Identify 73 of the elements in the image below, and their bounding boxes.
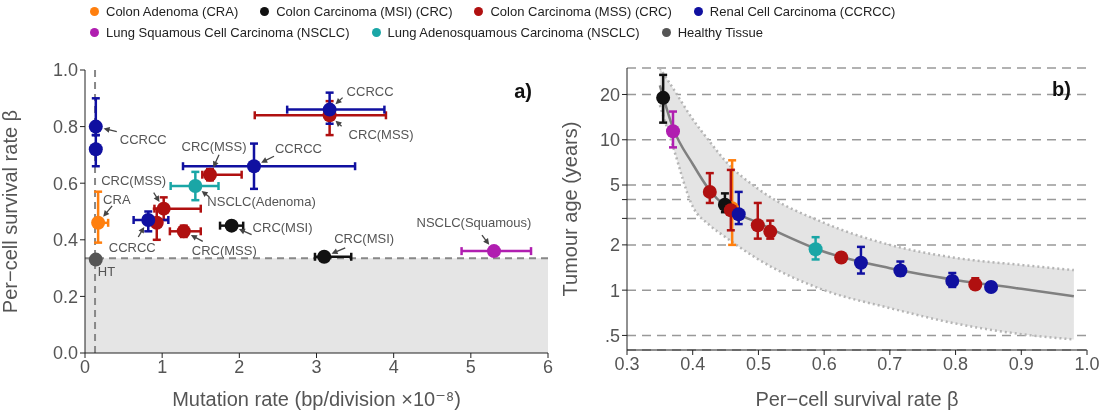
x-tick-label: 0.4 xyxy=(680,353,706,374)
annotation: CRC(MSI) xyxy=(252,219,313,235)
point xyxy=(731,207,746,222)
y-tick-label: 0.6 xyxy=(52,173,78,194)
annotation: CRA xyxy=(103,191,131,207)
y-tick-label: 2 xyxy=(609,235,620,256)
x-tick-label: 6 xyxy=(542,356,554,377)
point xyxy=(853,255,868,270)
x-tick-label: 5 xyxy=(465,356,476,377)
annotation: a) xyxy=(513,80,532,103)
y-tick-label: 0.0 xyxy=(52,343,78,364)
x-tick-label: 3 xyxy=(311,356,322,377)
y-tick-label: .5 xyxy=(604,325,620,346)
y-axis-title: Per−cell survival rate β xyxy=(0,109,22,314)
annotation: CCRCC xyxy=(108,239,156,255)
annotation: CCRCC xyxy=(274,141,322,157)
y-axis-title: Tumour age (years) xyxy=(559,121,582,297)
point xyxy=(317,249,332,264)
legend-label: Colon Carcinoma (MSI) (CRC) xyxy=(275,4,453,19)
point xyxy=(834,250,849,265)
y-tick-label: 20 xyxy=(599,84,620,105)
point xyxy=(88,142,103,157)
x-tick-label: 1.0 xyxy=(1074,353,1100,374)
y-tick-label: 5 xyxy=(609,175,620,196)
y-tick-label: 0.8 xyxy=(52,116,78,137)
x-tick-label: 0.8 xyxy=(943,353,969,374)
point xyxy=(91,215,106,230)
x-axis-title: Mutation rate (bp/division ×10⁻⁸) xyxy=(172,388,461,410)
point xyxy=(88,252,103,267)
x-tick-label: 0.5 xyxy=(745,353,771,374)
point xyxy=(224,218,239,233)
x-tick-label: 0.9 xyxy=(1008,353,1034,374)
legend-label: Colon Carcinoma (MSS) (CRC) xyxy=(489,4,672,19)
annotation: CCRCC xyxy=(119,131,167,147)
y-tick-label: 1.0 xyxy=(52,60,78,81)
legend-label: Colon Adenoma (CRA) xyxy=(105,4,239,19)
y-tick-label: 10 xyxy=(599,130,620,151)
x-tick-label: 0 xyxy=(79,356,91,377)
legend-label: Lung Adenosquamous Carcinoma (NSCLC) xyxy=(386,25,640,40)
annotation: NSCLC(Adenoma) xyxy=(207,194,316,210)
point xyxy=(666,124,680,139)
annotation: CRC(MSS) xyxy=(348,127,414,143)
x-tick-label: 1 xyxy=(157,356,168,377)
annotation: NSCLC(Squamous) xyxy=(416,215,532,231)
x-tick-label: 2 xyxy=(234,356,245,377)
x-tick-label: 0.7 xyxy=(877,353,903,374)
y-tick-label: 1 xyxy=(609,280,620,301)
x-axis-title: Per−cell survival rate β xyxy=(755,388,959,410)
annotation: HT xyxy=(97,263,116,279)
point xyxy=(984,279,999,294)
point xyxy=(188,179,203,194)
point xyxy=(702,184,717,199)
point xyxy=(486,244,501,259)
point xyxy=(247,159,261,174)
point xyxy=(656,90,671,105)
annotation: CRC(MSS) xyxy=(191,243,257,259)
annotation: CRC(MSS) xyxy=(181,138,247,154)
point xyxy=(750,218,765,233)
line-series xyxy=(658,68,1076,272)
y-tick-label: 0.2 xyxy=(52,286,78,307)
annotation: CRC(MSS) xyxy=(101,172,167,188)
x-tick-label: 0.3 xyxy=(614,353,640,374)
legend-label: Healthy Tissue xyxy=(676,25,763,40)
x-tick-label: 4 xyxy=(388,356,399,377)
annotation: b) xyxy=(1051,78,1071,101)
legend-label: Renal Cell Carcinoma (CCRCC) xyxy=(708,4,896,19)
point xyxy=(808,242,823,257)
y-tick-label: 0.4 xyxy=(52,230,78,251)
point xyxy=(968,277,983,292)
annotation: CRC(MSI) xyxy=(334,230,395,246)
annotation: CCRCC xyxy=(346,83,394,99)
x-tick-label: 0.6 xyxy=(811,353,837,374)
legend-label: Lung Squamous Cell Carcinoma (NSCLC) xyxy=(105,25,350,40)
